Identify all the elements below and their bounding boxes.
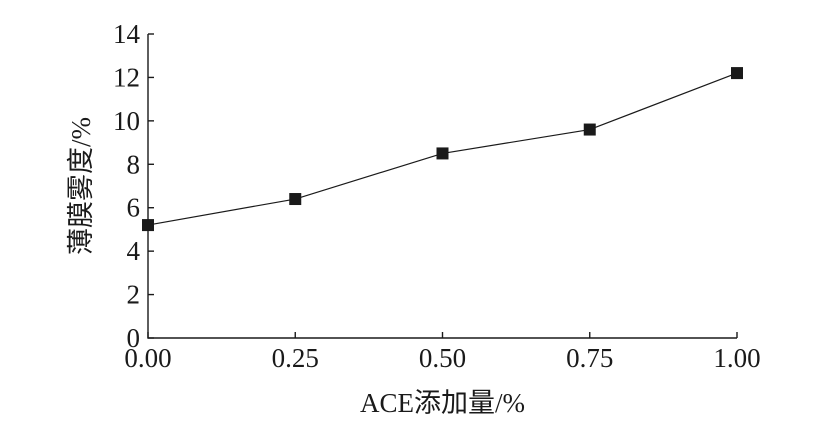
axes-frame — [147, 34, 737, 339]
y-tick-label: 0 — [127, 323, 141, 353]
y-tick-label: 4 — [127, 236, 141, 266]
y-tick-label: 14 — [113, 19, 141, 49]
data-point — [436, 147, 449, 160]
data-point — [583, 123, 596, 136]
y-tick-label: 6 — [127, 193, 141, 223]
y-tick-label: 2 — [127, 280, 141, 310]
x-axis-ticks: 0.00 0.25 0.50 0.75 1.00 — [124, 332, 761, 373]
y-axis-title: 薄膜雾度/% — [66, 117, 96, 255]
y-axis-ticks: 0 2 4 6 8 10 12 14 — [113, 19, 154, 353]
x-tick-label: 0.75 — [566, 343, 613, 373]
x-tick-label: 0.00 — [124, 343, 171, 373]
y-tick-label: 12 — [113, 62, 140, 92]
y-tick-label: 8 — [127, 149, 141, 179]
x-axis-title: ACE添加量/% — [360, 388, 525, 418]
plot-area: 0.00 0.25 0.50 0.75 1.00 0 2 4 6 8 10 12 14 — [113, 19, 761, 373]
series-layer — [142, 67, 743, 232]
data-point — [142, 219, 154, 232]
data-point — [289, 193, 302, 206]
y-tick-label: 10 — [113, 106, 140, 136]
x-tick-label: 0.25 — [272, 343, 319, 373]
data-point — [731, 67, 743, 80]
x-tick-label: 0.50 — [419, 343, 466, 373]
x-tick-label: 1.00 — [713, 343, 760, 373]
